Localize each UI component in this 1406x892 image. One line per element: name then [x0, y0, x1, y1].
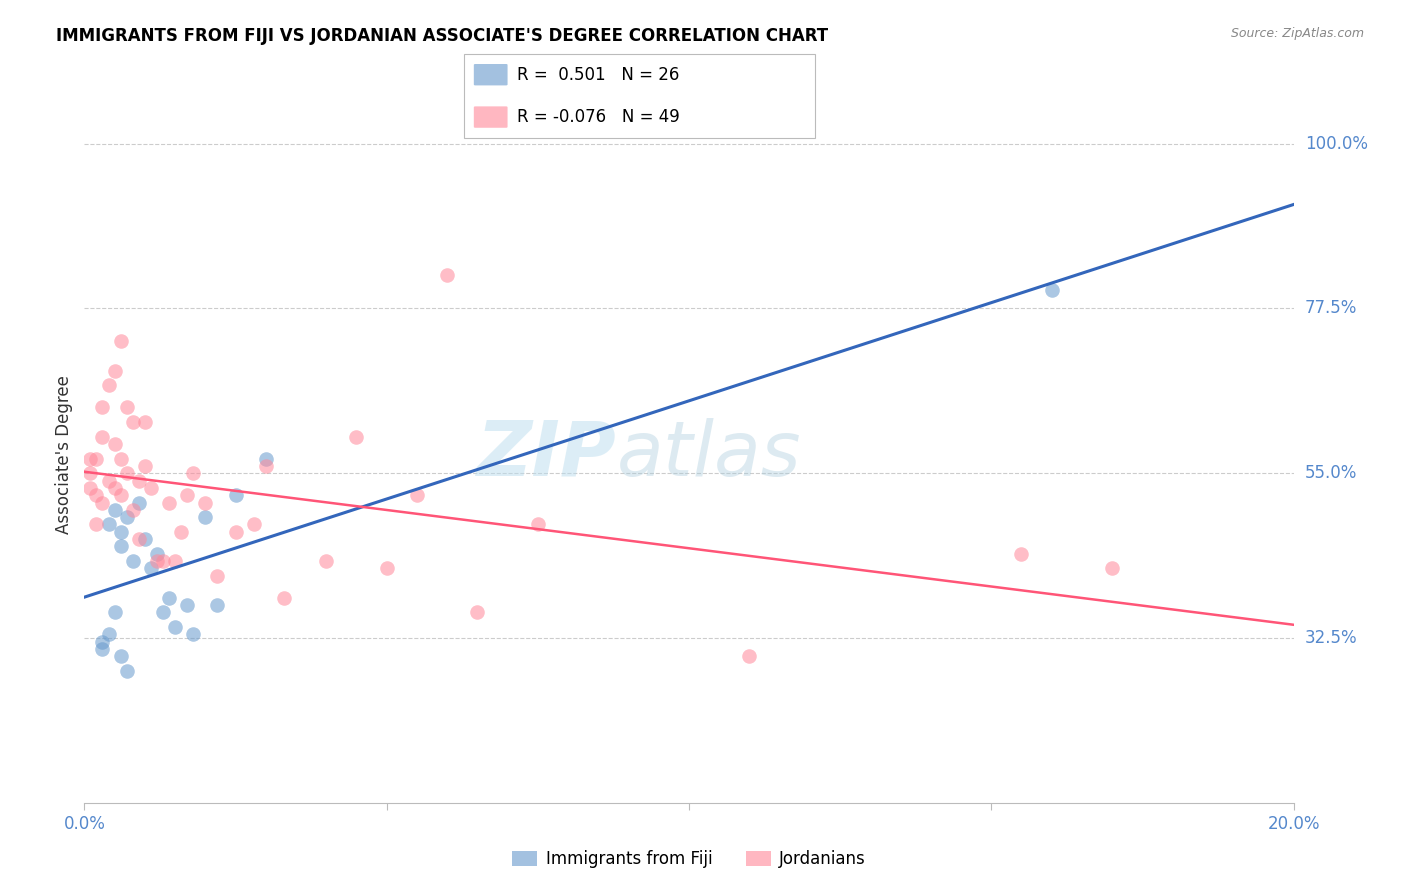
- Point: [242, 517, 264, 532]
- Point: [152, 554, 174, 568]
- Point: [104, 437, 127, 451]
- Text: 55.0%: 55.0%: [1305, 464, 1357, 483]
- Point: [91, 401, 114, 415]
- Text: R =  0.501   N = 26: R = 0.501 N = 26: [517, 66, 679, 84]
- Point: [163, 620, 186, 634]
- Point: [134, 532, 156, 546]
- Point: [121, 415, 143, 429]
- Point: [207, 568, 229, 582]
- Point: [170, 524, 193, 539]
- Point: [104, 606, 127, 620]
- Point: [194, 510, 217, 524]
- Point: [1010, 547, 1032, 561]
- Point: [110, 334, 132, 349]
- Point: [134, 415, 156, 429]
- Point: [315, 554, 337, 568]
- Point: [738, 649, 761, 664]
- Text: 32.5%: 32.5%: [1305, 629, 1357, 647]
- Point: [110, 451, 132, 466]
- Point: [110, 524, 132, 539]
- Point: [375, 561, 398, 575]
- Point: [152, 606, 174, 620]
- Point: [128, 474, 150, 488]
- Point: [181, 627, 204, 641]
- Point: [115, 664, 138, 678]
- Point: [91, 495, 114, 509]
- Text: R = -0.076   N = 49: R = -0.076 N = 49: [517, 108, 681, 126]
- Point: [1040, 283, 1063, 297]
- Text: 77.5%: 77.5%: [1305, 300, 1357, 318]
- Legend: Immigrants from Fiji, Jordanians: Immigrants from Fiji, Jordanians: [506, 843, 872, 874]
- Point: [436, 268, 458, 283]
- Point: [254, 458, 277, 473]
- Text: Source: ZipAtlas.com: Source: ZipAtlas.com: [1230, 27, 1364, 40]
- Point: [91, 642, 114, 657]
- Point: [121, 554, 143, 568]
- Point: [115, 401, 138, 415]
- Point: [97, 517, 120, 532]
- Point: [526, 517, 548, 532]
- Point: [128, 495, 150, 509]
- Text: ZIP: ZIP: [477, 418, 616, 491]
- Point: [134, 458, 156, 473]
- Point: [146, 547, 169, 561]
- Point: [104, 503, 127, 517]
- Point: [225, 488, 247, 502]
- Point: [86, 488, 108, 502]
- Point: [225, 524, 247, 539]
- Point: [176, 488, 198, 502]
- Point: [128, 532, 150, 546]
- Point: [86, 517, 108, 532]
- Point: [1101, 561, 1123, 575]
- Point: [346, 429, 368, 443]
- Point: [273, 591, 295, 605]
- Point: [157, 495, 180, 509]
- Point: [139, 481, 162, 495]
- Point: [91, 634, 114, 648]
- Point: [176, 598, 198, 612]
- Point: [115, 467, 138, 481]
- Point: [181, 467, 204, 481]
- Point: [207, 598, 229, 612]
- Point: [115, 510, 138, 524]
- Point: [86, 451, 108, 466]
- Text: IMMIGRANTS FROM FIJI VS JORDANIAN ASSOCIATE'S DEGREE CORRELATION CHART: IMMIGRANTS FROM FIJI VS JORDANIAN ASSOCI…: [56, 27, 828, 45]
- Point: [146, 554, 169, 568]
- Text: atlas: atlas: [616, 418, 801, 491]
- Point: [104, 481, 127, 495]
- Point: [467, 606, 489, 620]
- Point: [406, 488, 429, 502]
- Point: [79, 467, 101, 481]
- Point: [157, 591, 180, 605]
- Point: [79, 481, 101, 495]
- Point: [97, 474, 120, 488]
- Point: [91, 429, 114, 443]
- Point: [110, 488, 132, 502]
- Point: [97, 378, 120, 392]
- Point: [79, 451, 101, 466]
- Point: [110, 649, 132, 664]
- Point: [194, 495, 217, 509]
- Point: [97, 627, 120, 641]
- Point: [121, 503, 143, 517]
- Point: [110, 540, 132, 554]
- Point: [139, 561, 162, 575]
- Text: 100.0%: 100.0%: [1305, 135, 1368, 153]
- Y-axis label: Associate's Degree: Associate's Degree: [55, 376, 73, 534]
- Point: [163, 554, 186, 568]
- Point: [254, 451, 277, 466]
- Point: [104, 364, 127, 378]
